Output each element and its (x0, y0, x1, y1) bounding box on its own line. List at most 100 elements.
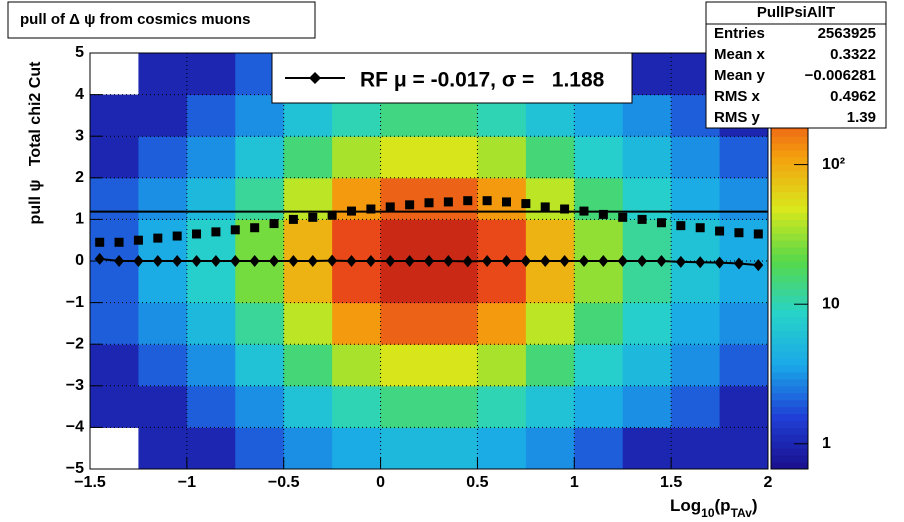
colorbar-step (771, 163, 808, 172)
x-tick-label: 0 (376, 474, 385, 491)
heat-cell (138, 177, 188, 220)
heat-cell (90, 302, 139, 345)
heat-cell (186, 94, 236, 137)
heat-cell (332, 136, 382, 179)
diamond-point (753, 259, 764, 272)
square-point (347, 206, 357, 216)
diamond-point (269, 255, 280, 267)
heat-cell (671, 261, 721, 304)
heat-cell (138, 136, 188, 179)
heat-cell (332, 177, 382, 220)
x-tick-label: −1 (178, 474, 196, 491)
square-point (579, 206, 589, 216)
y-tick-label: 5 (75, 44, 84, 61)
heat-cell (380, 261, 430, 304)
diamond-point (520, 255, 531, 267)
heat-cell (719, 219, 769, 262)
heat-cell (671, 302, 721, 345)
square-point (734, 228, 744, 238)
heat-cell (671, 344, 721, 387)
colorbar-step (771, 295, 808, 304)
heat-cell (525, 427, 575, 470)
stats-label: Mean x (714, 46, 766, 63)
square-point (443, 197, 453, 207)
square-point (308, 212, 318, 222)
heat-cell (574, 219, 624, 262)
diamond-point (714, 256, 725, 269)
colorbar-step (771, 441, 808, 449)
diamond-point (462, 255, 473, 268)
colorbar-step (771, 413, 808, 421)
colorbar-step (771, 351, 808, 359)
heat-cell (477, 344, 527, 387)
diamond-point (501, 255, 512, 267)
heat-cell (283, 219, 333, 262)
stats-title: PullPsiAllT (757, 4, 835, 21)
heat-cell (186, 136, 236, 179)
heat-cell (622, 302, 672, 345)
stats-value: −0.006281 (805, 67, 876, 84)
legend-text: RF μ = -0.017, σ = 1.188 (360, 69, 605, 92)
heat-cell (525, 302, 575, 345)
colorbar-step (771, 170, 808, 179)
heat-cell (380, 177, 430, 220)
x-tick-label: −0.5 (268, 474, 300, 491)
square-point (405, 200, 415, 210)
x-tick-label: 1 (570, 474, 579, 491)
stats-box: PullPsiAllT Entries 2563925 Mean x 0.3322 Me… (705, 1, 887, 129)
x-label-part: TAv (731, 506, 753, 520)
heat-cell (283, 177, 333, 220)
heat-cell (90, 94, 139, 137)
diamond-point (559, 255, 570, 267)
colorbar-step (771, 267, 808, 276)
square-point (715, 226, 725, 236)
heat-cell (429, 344, 478, 387)
heat-cell (719, 427, 769, 470)
x-label-part: ) (752, 496, 758, 515)
heat-cell (574, 136, 624, 179)
heat-cell (138, 53, 188, 96)
diamond-point (424, 255, 434, 267)
y-tick-label: −3 (66, 377, 84, 394)
x-tick-label: 0.5 (466, 474, 488, 491)
diamond-point (598, 255, 609, 267)
colorbar-step (771, 462, 808, 470)
heat-cell (477, 385, 527, 428)
stats-value: 0.3322 (830, 46, 876, 63)
colorbar-step (771, 261, 808, 269)
z-tick-label: 10 (822, 295, 840, 312)
heat-cell (429, 427, 478, 470)
heat-cell (90, 344, 139, 387)
colorbar-step (771, 226, 808, 234)
colorbar-step (771, 406, 808, 415)
heat-cell (332, 344, 382, 387)
square-point (114, 237, 124, 247)
square-point (598, 209, 608, 219)
diamond-point (365, 255, 376, 267)
square-point (153, 233, 163, 243)
square-point (560, 204, 570, 214)
diamond-point (404, 255, 415, 267)
heat-cell (622, 177, 672, 220)
x-label-part: 10 (701, 506, 715, 520)
heat-cell (622, 261, 672, 304)
square-point (211, 227, 221, 237)
square-point (172, 231, 182, 241)
heat-cell (380, 219, 430, 262)
heat-cell (186, 53, 236, 96)
heat-cell (574, 261, 624, 304)
diamond-point (172, 255, 183, 267)
heat-cell (138, 302, 188, 345)
heat-cell (332, 261, 382, 304)
heat-cell (477, 261, 527, 304)
heat-cell (235, 177, 285, 220)
colorbar-step (771, 316, 808, 324)
heat-cell (380, 136, 430, 179)
heat-cell (477, 219, 527, 262)
heat-cell (283, 344, 333, 387)
colorbar-step (771, 184, 808, 193)
colorbar-step (771, 254, 808, 262)
square-point (463, 196, 473, 206)
heat-cell (186, 344, 236, 387)
